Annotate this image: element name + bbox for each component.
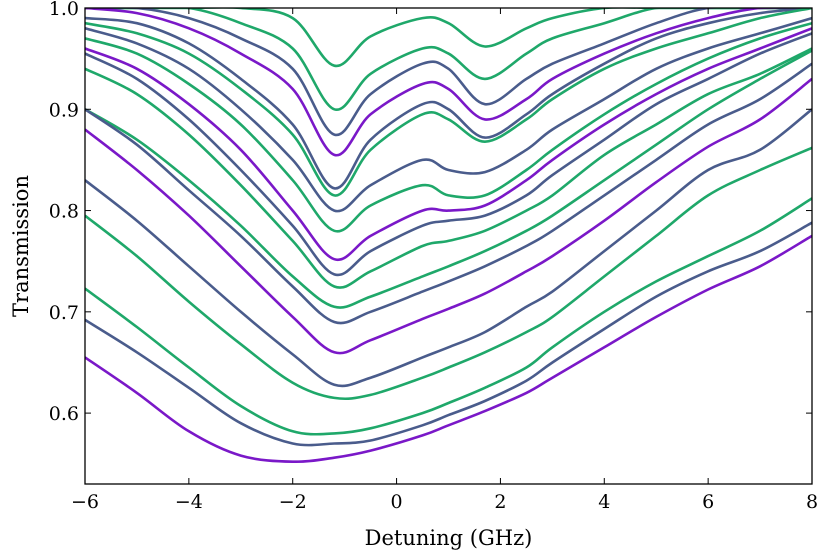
series-line-4 <box>85 8 812 157</box>
series-line-18 <box>85 221 812 447</box>
y-axis-label: Transmission <box>9 175 33 317</box>
series-line-14 <box>85 77 812 355</box>
series-line-17 <box>85 197 812 436</box>
y-tick-label: 0.6 <box>49 403 79 425</box>
series-line-15 <box>85 108 812 388</box>
y-tick-label: 0.9 <box>49 99 79 121</box>
series-line-3 <box>85 8 812 137</box>
x-tick-label: 6 <box>702 491 714 513</box>
y-tick-label: 0.7 <box>49 302 79 324</box>
x-tick-label: −6 <box>71 491 99 513</box>
series-line-1 <box>85 8 812 68</box>
x-tick-label: −2 <box>279 491 307 513</box>
series-line-13 <box>85 62 812 325</box>
y-tick-label: 1.0 <box>49 0 79 20</box>
series-line-10 <box>85 32 812 277</box>
series-line-16 <box>85 146 812 401</box>
series-line-12 <box>85 49 812 309</box>
x-tick-label: −4 <box>175 491 203 513</box>
series-line-6 <box>85 8 812 197</box>
series-line-9 <box>85 27 812 262</box>
x-tick-label: 8 <box>806 491 818 513</box>
series-layer <box>85 8 812 464</box>
y-tick-label: 0.8 <box>49 201 79 223</box>
series-line-8 <box>85 21 812 233</box>
plot-frame <box>84 7 813 485</box>
series-line-11 <box>85 47 812 289</box>
x-tick-label: 2 <box>494 491 506 513</box>
ticks-layer: −6 −4 −2 0 2 4 6 8 0.6 0.7 0.8 0.9 1.0 <box>49 0 818 513</box>
series-line-7 <box>85 16 812 213</box>
x-axis-label: Detuning (GHz) <box>365 526 533 550</box>
series-line-5 <box>85 8 812 190</box>
series-line-19 <box>85 234 812 464</box>
x-tick-label: 4 <box>598 491 610 513</box>
series-line-2 <box>85 8 812 111</box>
x-tick-label: 0 <box>391 491 403 513</box>
